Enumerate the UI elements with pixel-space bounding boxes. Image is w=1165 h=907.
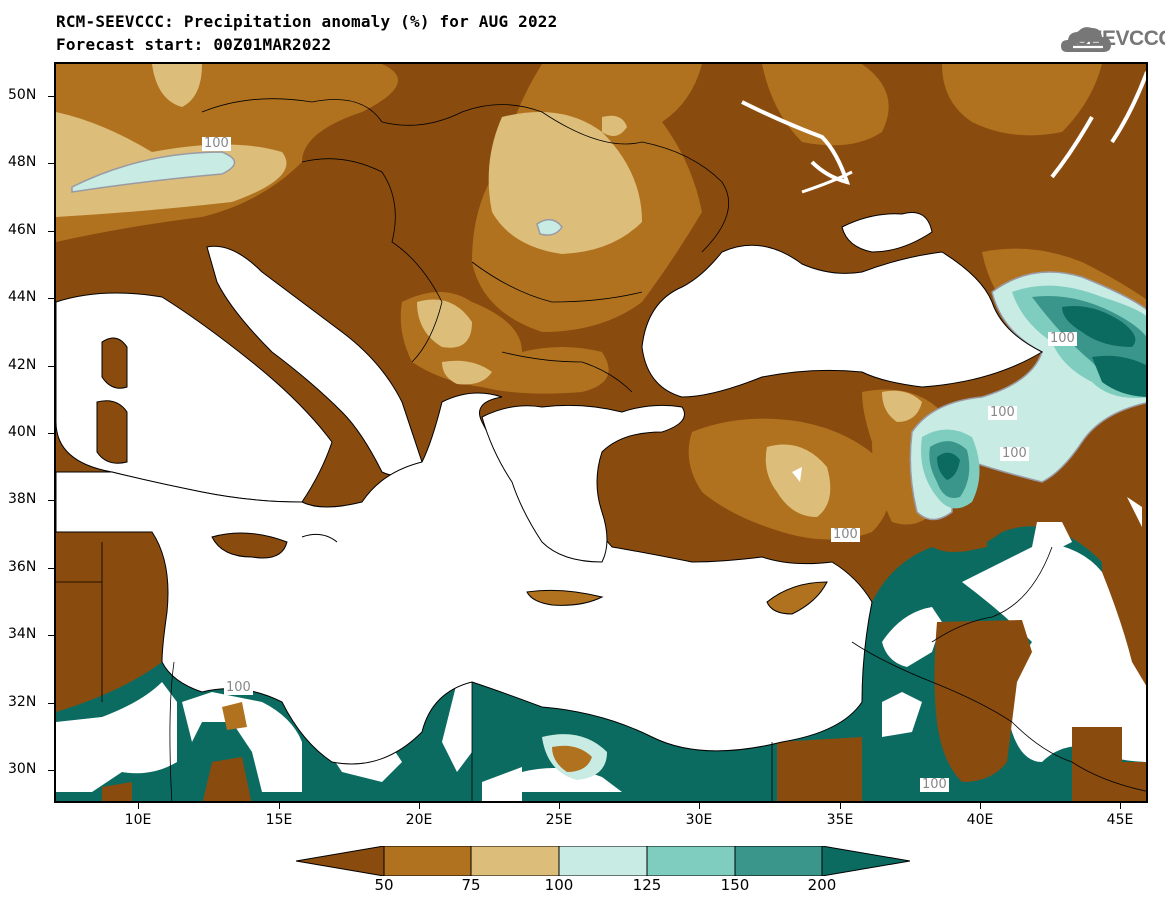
- lat-label-32n: 32N: [8, 694, 37, 710]
- legend-label-50: 50: [374, 876, 394, 894]
- map-field-svg: [56, 64, 1146, 801]
- colorbar-legend: [296, 846, 910, 876]
- contour-label-100: 100: [1000, 446, 1029, 461]
- lat-label-40n: 40N: [8, 424, 37, 440]
- legend-label-150: 150: [720, 876, 750, 894]
- legend-swatch-150-200: [734, 846, 823, 876]
- contour-label-100: 100: [202, 136, 231, 151]
- contour-label-100: 100: [988, 405, 1017, 420]
- legend-swatch-100-125: [558, 846, 648, 876]
- lon-label-40e: 40E: [966, 812, 994, 828]
- legend-swatch-50-75: [383, 846, 472, 876]
- lon-label-20e: 20E: [405, 812, 433, 828]
- map-title: RCM-SEEVCCC: Precipitation anomaly (%) f…: [56, 12, 558, 31]
- lon-label-30e: 30E: [685, 812, 713, 828]
- precipitation-anomaly-map: 100 100 100 100 100 100 100: [54, 62, 1148, 803]
- lon-label-25e: 25E: [545, 812, 573, 828]
- lat-label-34n: 34N: [8, 626, 37, 642]
- lon-label-45e: 45E: [1106, 812, 1134, 828]
- lat-label-36n: 36N: [8, 559, 37, 575]
- seevccc-logo: SEEVCCC: [1017, 22, 1165, 58]
- forecast-start-subtitle: Forecast start: 00Z01MAR2022: [56, 35, 332, 54]
- lat-label-46n: 46N: [8, 222, 37, 238]
- contour-label-100: 100: [224, 680, 253, 695]
- legend-swatch-75-100: [470, 846, 560, 876]
- contour-label-100: 100: [1048, 331, 1077, 346]
- cloud-icon: [1061, 27, 1111, 52]
- lat-label-50n: 50N: [8, 87, 37, 103]
- legend-label-200: 200: [807, 876, 837, 894]
- legend-swatch-above-200: [821, 846, 910, 876]
- legend-swatch-below-50: [296, 846, 385, 876]
- lat-label-48n: 48N: [8, 154, 37, 170]
- legend-label-100: 100: [544, 876, 574, 894]
- contour-label-100: 100: [831, 527, 860, 542]
- lon-label-10e: 10E: [124, 812, 152, 828]
- lon-label-35e: 35E: [826, 812, 854, 828]
- lat-label-38n: 38N: [8, 491, 37, 507]
- lon-label-15e: 15E: [265, 812, 293, 828]
- lat-label-44n: 44N: [8, 289, 37, 305]
- legend-label-75: 75: [461, 876, 481, 894]
- lat-label-30n: 30N: [8, 761, 37, 777]
- lat-label-42n: 42N: [8, 357, 37, 373]
- contour-label-100: 100: [920, 777, 949, 792]
- legend-label-125: 125: [632, 876, 662, 894]
- legend-swatch-125-150: [646, 846, 736, 876]
- logo-text: SEEVCCC: [1075, 27, 1165, 50]
